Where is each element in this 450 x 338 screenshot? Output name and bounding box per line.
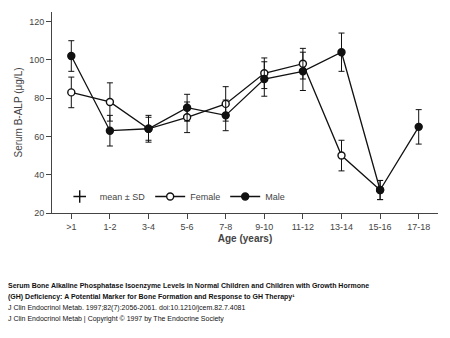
- svg-text:Male: Male: [265, 192, 285, 202]
- svg-text:3-4: 3-4: [142, 222, 155, 232]
- svg-text:120: 120: [29, 17, 44, 27]
- svg-text:13-14: 13-14: [330, 222, 353, 232]
- svg-text:1-2: 1-2: [103, 222, 116, 232]
- svg-text:J Clin Endocrinol Metab | Copy: J Clin Endocrinol Metab | Copyright © 19…: [8, 315, 224, 323]
- svg-text:80: 80: [34, 93, 44, 103]
- svg-text:7-8: 7-8: [219, 222, 232, 232]
- svg-text:Female: Female: [190, 192, 220, 202]
- svg-text:Age (years): Age (years): [218, 233, 272, 244]
- svg-text:mean ± SD: mean ± SD: [100, 192, 145, 202]
- svg-text:20: 20: [34, 208, 44, 218]
- svg-text:100: 100: [29, 55, 44, 65]
- svg-text:15-16: 15-16: [369, 222, 392, 232]
- svg-text:Serum Bone Alkaline Phosphatas: Serum Bone Alkaline Phosphatase Isoenzym…: [8, 282, 369, 290]
- svg-text:60: 60: [34, 132, 44, 142]
- svg-text:40: 40: [34, 170, 44, 180]
- svg-text:11-12: 11-12: [292, 222, 314, 232]
- svg-text:J Clin Endocrinol Metab. 1997;: J Clin Endocrinol Metab. 1997;82(7):2056…: [8, 304, 245, 312]
- svg-text:Serum B-ALP (μg/L): Serum B-ALP (μg/L): [13, 67, 24, 157]
- svg-text:9-10: 9-10: [255, 222, 273, 232]
- svg-text:17-18: 17-18: [407, 222, 430, 232]
- svg-text:(GH) Deficiency: A Potential M: (GH) Deficiency: A Potential Marker for …: [8, 293, 295, 301]
- svg-text:>1: >1: [66, 222, 76, 232]
- svg-text:5-6: 5-6: [181, 222, 194, 232]
